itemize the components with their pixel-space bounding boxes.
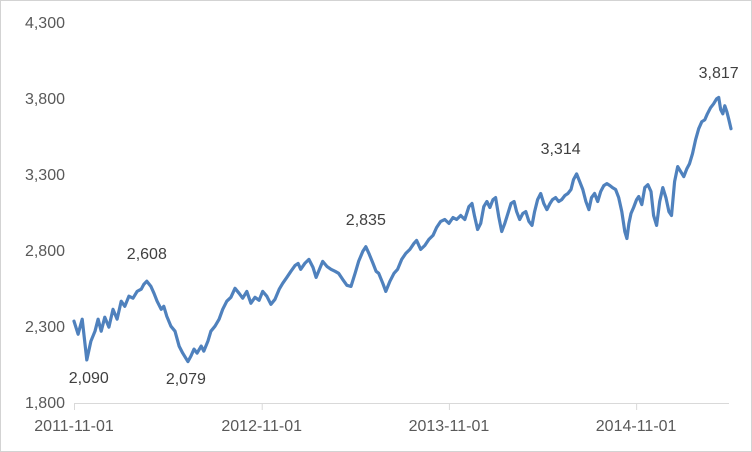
data-label: 2,608 [126, 246, 167, 264]
x-axis-tick-label: 2014-11-01 [595, 418, 677, 435]
data-label: 2,835 [345, 211, 386, 229]
y-axis-tick-label: 4,300 [24, 15, 65, 32]
y-axis-tick-label: 3,800 [24, 91, 65, 108]
x-axis-tick-label: 2012-11-01 [221, 418, 303, 435]
series-line-index-level [72, 95, 733, 364]
y-axis-tick-label: 3,300 [24, 167, 65, 184]
data-label: 3,314 [540, 140, 581, 158]
y-axis-tick-label: 2,800 [24, 243, 65, 260]
data-label: 2,079 [165, 370, 206, 388]
x-axis-tick-label: 2011-11-01 [34, 418, 114, 435]
x-axis-tick-label: 2013-11-01 [408, 418, 490, 435]
data-label: 2,090 [68, 369, 109, 387]
data-label: 3,817 [698, 65, 739, 83]
y-axis-tick-label: 1,800 [24, 395, 65, 412]
y-axis-tick-label: 2,300 [24, 319, 65, 336]
